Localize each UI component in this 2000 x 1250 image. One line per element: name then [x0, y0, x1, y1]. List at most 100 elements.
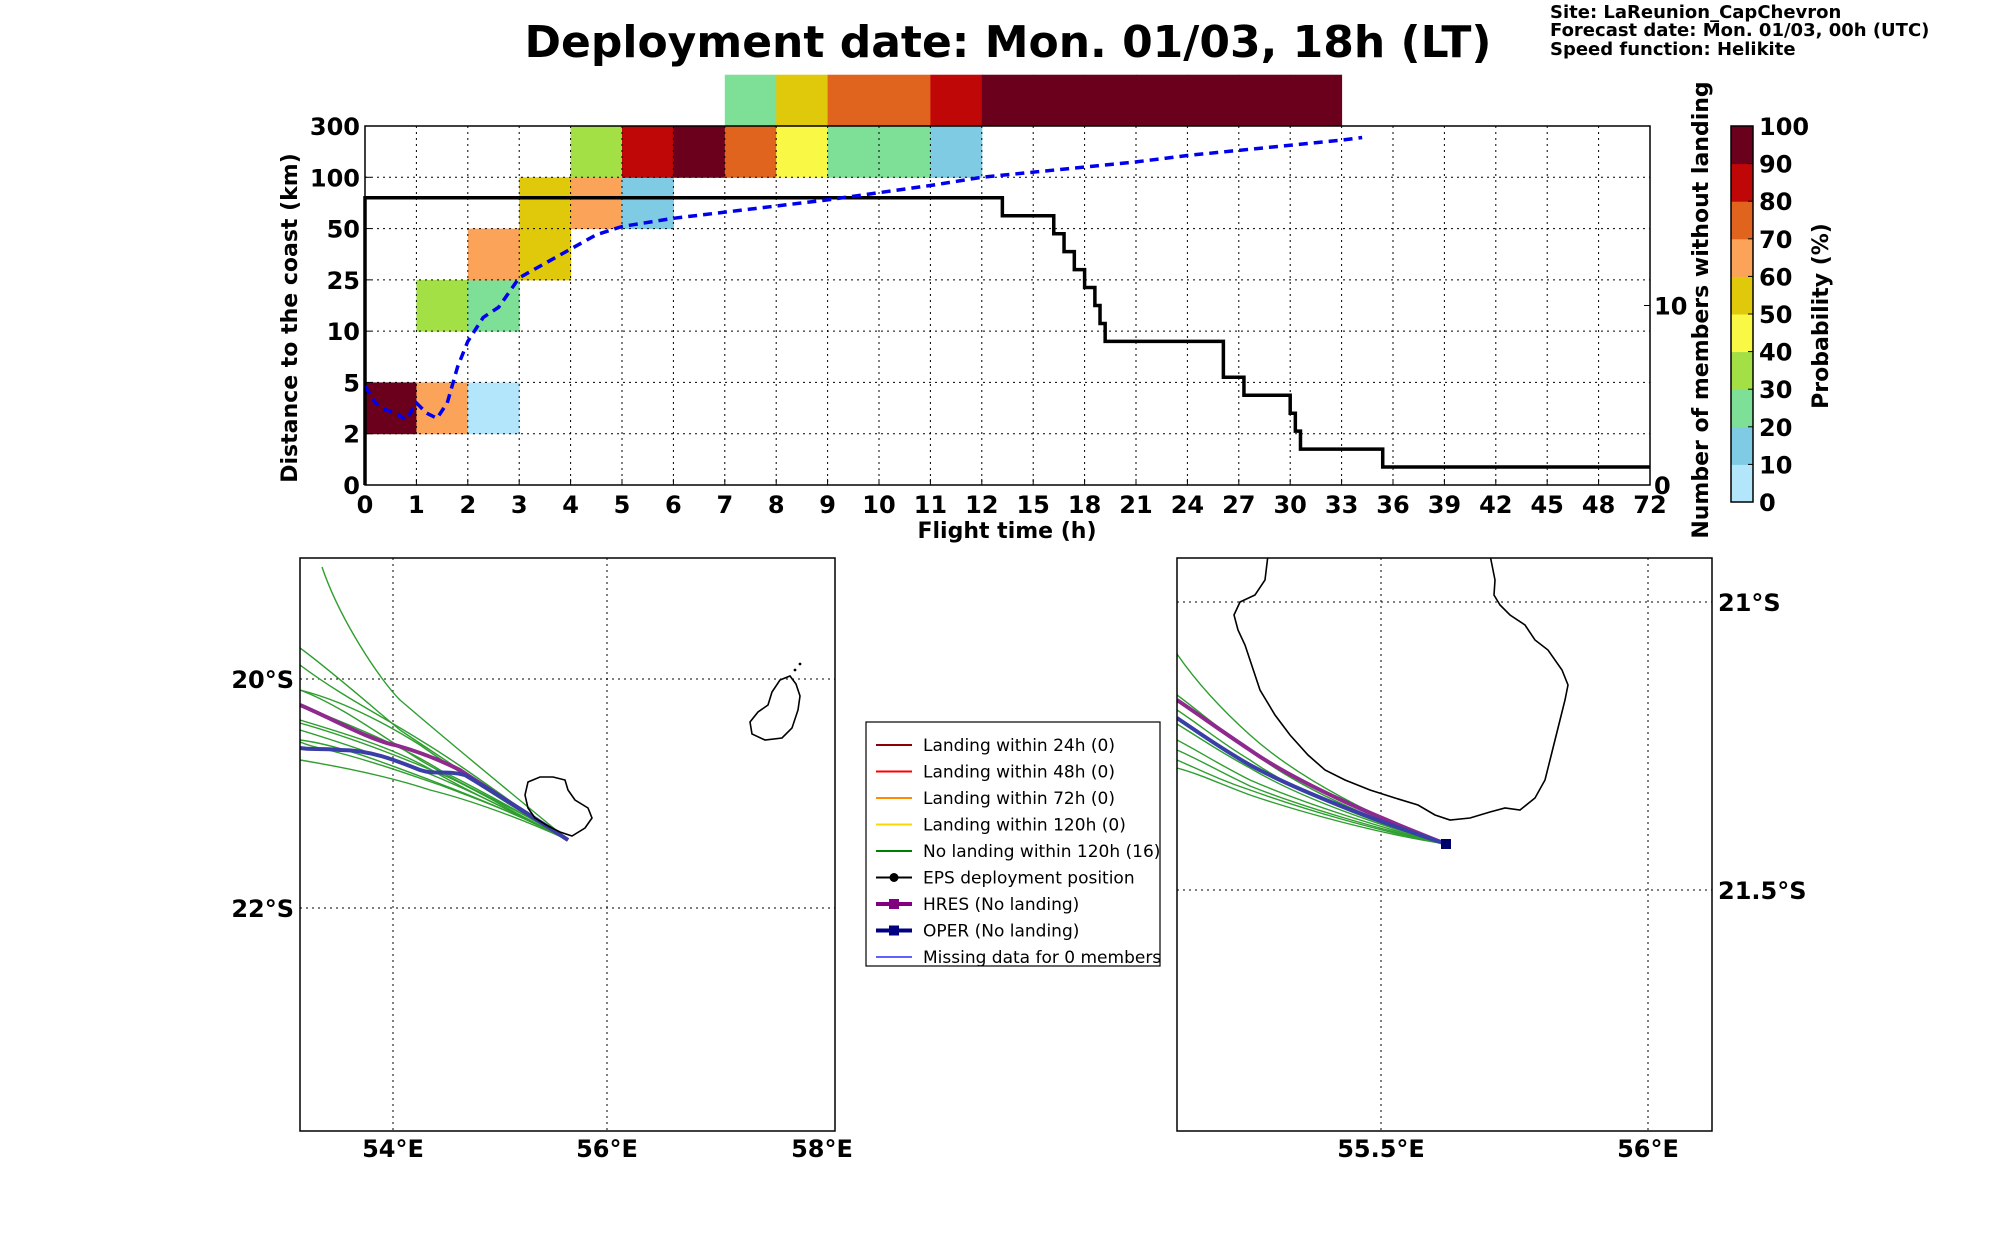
heatmap-cell [570, 177, 623, 230]
x-tick-label: 72 [1633, 491, 1666, 519]
heatmap-cell [622, 126, 674, 178]
heatmap-cell [879, 126, 931, 178]
islet-dot [793, 668, 797, 672]
heatmap-cell [673, 126, 726, 178]
legend-label: Landing within 72h (0) [923, 789, 1115, 809]
heatmap-cell [827, 74, 880, 127]
y-tick-label: 300 [310, 113, 360, 141]
mean-distance-line [363, 135, 1363, 423]
heatmap-x-ticks: 0 1 2 3 4 5 6 7 8 9 10 11 12 15 18 21 24 27 30 33 36 39 42 45 48… [357, 479, 1667, 519]
legend-box [865, 721, 1161, 967]
x-tick-label: 33 [1325, 491, 1358, 519]
ensemble-trajectory [300, 759, 569, 841]
heatmap-cells [365, 74, 1343, 435]
colorbar-swatch [1731, 351, 1753, 390]
map-right-x-tick: 56°E [1617, 1135, 1679, 1163]
zoom-hres-trajectory [1177, 698, 1447, 846]
y-axis-label: Distance to the coast (km) [278, 153, 303, 483]
x-tick-label: 30 [1273, 491, 1306, 519]
heatmap-cell [519, 177, 572, 230]
zoom-ensemble-trajectory [1177, 759, 1447, 845]
legend-item: EPS deployment position [876, 869, 1135, 889]
ensemble-trajectory [321, 566, 569, 841]
y-tick-label: 0 [343, 472, 360, 500]
legend-item: Landing within 48h (0) [876, 763, 1115, 783]
heatmap-cell [724, 74, 777, 127]
colorbar-swatch [1731, 238, 1753, 277]
x-tick-label: 15 [1016, 491, 1049, 519]
zoom-ensemble-trajectory [1177, 723, 1447, 845]
x-tick-label: 10 [862, 491, 895, 519]
x-tick-label: 3 [511, 491, 528, 519]
colorbar-tick-label: 80 [1759, 188, 1792, 216]
heatmap-cell [1290, 74, 1343, 127]
heatmap-cell [776, 126, 829, 178]
legend-label: No landing within 120h (16) [923, 842, 1160, 862]
mauritius-island-outline [749, 675, 801, 741]
map-left-y-tick: 22°S [231, 895, 294, 923]
x-tick-label: 39 [1428, 491, 1461, 519]
x-tick-label: 42 [1479, 491, 1512, 519]
forecast-label: Forecast date: Mon. 01/03, 00h (UTC) [1550, 20, 1929, 41]
heatmap-lines [363, 135, 1650, 485]
colorbar-tick-label: 10 [1759, 451, 1792, 479]
probability-colorbar: 0 10 20 30 40 50 60 70 80 90 100 Probability (%) [1730, 113, 1834, 517]
right-map-frame [1176, 557, 1713, 1132]
legend-label: OPER (No landing) [923, 922, 1079, 942]
colorbar-tick-label: 40 [1759, 339, 1792, 367]
legend-item: Missing data for 0 members [876, 948, 1161, 968]
heatmap-grid [365, 126, 1650, 485]
y-tick-label: 50 [327, 216, 360, 244]
colorbar-tick-label: 50 [1759, 301, 1792, 329]
y-tick-label: 2 [343, 421, 360, 449]
ensemble-trajectories [300, 566, 569, 841]
heatmap-cell [930, 126, 983, 178]
heatmap-cell [981, 74, 1034, 127]
legend-marker [889, 899, 899, 909]
map-left-x-tick: 58°E [791, 1135, 853, 1163]
map-right-y-tick: 21.5°S [1718, 877, 1807, 905]
legend-item: Landing within 120h (0) [876, 816, 1126, 836]
colorbar-swatch [1731, 276, 1753, 315]
reunion-island-outline [524, 776, 593, 837]
x-tick-label: 24 [1171, 491, 1204, 519]
zoom-ensemble-trajectory [1177, 749, 1447, 845]
colorbar-swatch [1731, 201, 1753, 240]
probability-heatmap-panel: 0 1 2 3 4 5 6 7 8 9 10 11 12 15 18 21 24 27 30 33 36 39 42 45 48… [278, 74, 1714, 544]
x-tick-label: 45 [1530, 491, 1563, 519]
y2-axis-label: Number of members without landing [1689, 81, 1714, 538]
x-tick-label: 4 [562, 491, 579, 519]
x-tick-label: 27 [1222, 491, 1255, 519]
colorbar-tick-label: 100 [1759, 113, 1809, 141]
map-right-x-tick: 55.5°E [1337, 1135, 1425, 1163]
heatmap-cell [1084, 74, 1137, 127]
colorbar-tick-label: 70 [1759, 226, 1792, 254]
y2-tick-label: 0 [1654, 472, 1671, 500]
site-label: Site: LaReunion_CapChevron [1550, 2, 1841, 23]
x-tick-label: 8 [768, 491, 785, 519]
heatmap-cell [416, 279, 469, 332]
colorbar-swatch [1731, 163, 1753, 202]
chart-title: Deployment date: Mon. 01/03, 18h (LT) [525, 17, 1492, 68]
legend-item: Landing within 24h (0) [876, 736, 1115, 756]
colorbar-swatch [1731, 464, 1753, 503]
zoom-ensemble-trajectories [1177, 653, 1447, 845]
zoomed-trajectory-map: 55.5°E 56°E 21°S 21.5°S [1176, 557, 1807, 1163]
heatmap-cell [930, 74, 983, 127]
x-tick-label: 12 [965, 491, 998, 519]
map-left-x-tick: 54°E [362, 1135, 424, 1163]
heatmap-cell [1187, 74, 1240, 127]
oper-trajectory [300, 746, 570, 842]
y-tick-label: 25 [327, 267, 360, 295]
x-tick-label: 36 [1376, 491, 1409, 519]
zoom-ensemble-trajectory [1177, 739, 1447, 845]
ensemble-trajectory [300, 722, 569, 841]
y-tick-label: 100 [310, 164, 360, 192]
heatmap-cell [570, 126, 623, 178]
heatmap-cell [467, 228, 520, 281]
y-tick-label: 10 [327, 318, 360, 346]
y-tick-label: 5 [343, 369, 360, 397]
colorbar-swatches [1731, 126, 1753, 503]
